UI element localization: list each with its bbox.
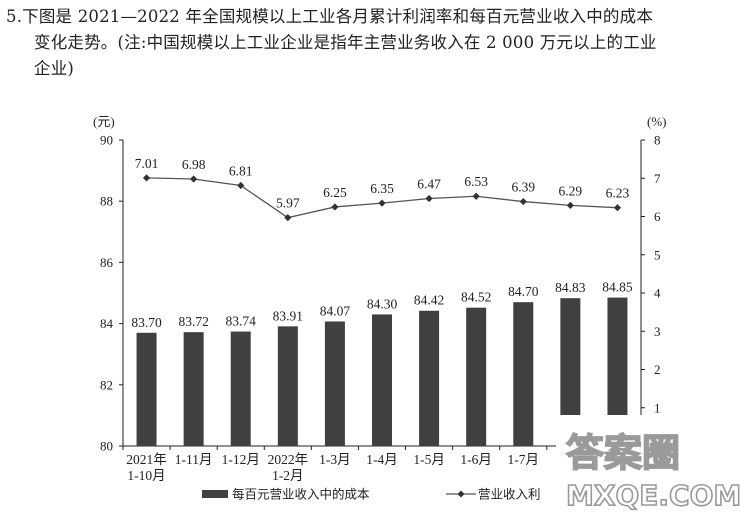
margin-point: [237, 181, 245, 190]
left-axis-tick-label: 86: [100, 255, 114, 270]
question-line-2: 变化走势。(注:中国规模以上工业企业是指年主营业务收入在 2 000 万元以上的…: [34, 33, 657, 52]
legend-line-label: 营业收入利: [478, 487, 541, 502]
watermark-domain-text: MXQE.COM: [566, 479, 740, 512]
x-axis-category-label: 1-10月: [127, 468, 165, 483]
right-axis-tick-label: 3: [654, 324, 661, 339]
margin-label: 6.47: [417, 177, 441, 192]
right-axis-tick-label: 2: [654, 362, 661, 377]
watermark-logo: 答案圈 MXQE.COM: [556, 415, 740, 517]
cost-bar-label: 84.70: [508, 284, 539, 299]
margin-label: 5.97: [276, 196, 300, 211]
right-axis-tick-label: 4: [654, 286, 661, 301]
cost-bar-label: 83.72: [178, 314, 208, 329]
x-axis-category-label: 1-7月: [508, 452, 540, 467]
right-axis-tick-label: 7: [654, 171, 661, 186]
right-axis-tick-label: 6: [654, 209, 661, 224]
cost-bar: [183, 332, 204, 446]
margin-point: [190, 175, 198, 183]
cost-bar: [230, 331, 251, 446]
cost-bar-label: 83.74: [226, 314, 257, 329]
cost-bar: [277, 326, 298, 446]
legend-bar-swatch: [202, 490, 228, 498]
chart-legend: 每百元营业收入中的成本 营业收入利: [202, 487, 541, 502]
margin-label: 7.01: [135, 156, 159, 171]
bar-series: 83.70 83.72 83.74 83.91 84.07 84.30 84.42 84.52…: [131, 280, 633, 446]
right-axis-tick-label: 5: [654, 247, 661, 262]
right-axis-tick-label: 8: [654, 133, 661, 148]
margin-label: 6.29: [559, 183, 583, 198]
margin-label: 6.53: [464, 174, 488, 189]
cost-bar: [560, 298, 581, 446]
margin-label: 6.98: [182, 157, 206, 172]
x-axis-category-label: 2022年: [268, 452, 309, 467]
line-series: 7.01 6.98 6.81 5.97 6.25 6.35 6.47 6.53 6.39 6.29…: [135, 156, 630, 222]
cost-bar-label: 84.30: [367, 296, 398, 311]
right-axis-tick-label: 1: [654, 400, 661, 415]
margin-label: 6.25: [323, 185, 347, 200]
left-axis-tick-label: 88: [100, 194, 113, 209]
margin-point: [519, 197, 527, 206]
legend-line-marker: [457, 490, 465, 498]
cost-bar: [372, 314, 392, 446]
question-line-1: 5.下图是 2021—2022 年全国规模以上工业各月累计利润率和每百元营业收入…: [6, 7, 654, 26]
cost-bar: [324, 321, 345, 446]
margin-label: 6.39: [511, 180, 535, 195]
cost-bar-label: 83.70: [131, 315, 162, 330]
x-axis-category-label: 1-2月: [272, 468, 304, 483]
cost-bar: [513, 302, 534, 446]
margin-point: [425, 194, 433, 203]
legend-bar-label: 每百元营业收入中的成本: [232, 487, 370, 502]
cost-bar-label: 84.85: [602, 280, 633, 295]
question-line-3: 企业): [34, 59, 75, 78]
left-axis-tick-label: 80: [100, 439, 113, 454]
margin-point: [472, 192, 480, 200]
left-axis-tick-label: 84: [100, 316, 114, 331]
x-axis-category-label: 1-4月: [366, 452, 398, 467]
x-axis-category-label: 1-3月: [319, 452, 351, 467]
cost-bar: [136, 332, 157, 446]
cost-bar-label: 84.83: [555, 280, 586, 295]
left-axis-unit: (元): [93, 114, 115, 129]
watermark-chinese-text: 答案圈: [566, 431, 680, 475]
left-axis-tick-label: 90: [100, 133, 113, 148]
margin-point: [378, 199, 386, 207]
margin-point: [284, 214, 292, 222]
cost-bar: [607, 297, 628, 446]
cost-bar: [419, 310, 440, 446]
margin-point: [331, 203, 339, 211]
margin-label: 6.35: [370, 181, 394, 196]
x-axis-category-label: 2021年: [126, 452, 167, 467]
cost-bar-label: 84.07: [320, 303, 351, 318]
x-axis-category-label: 1-5月: [413, 452, 445, 467]
margin-label: 6.81: [229, 164, 253, 179]
cost-bar: [466, 307, 487, 446]
x-axis-category-label: 1-12月: [222, 452, 260, 467]
margin-label: 6.23: [606, 186, 630, 201]
x-axis-category-label: 1-6月: [460, 452, 492, 467]
x-axis-category-label: 1-11月: [175, 452, 213, 467]
margin-point: [142, 174, 151, 182]
question-text: 5.下图是 2021—2022 年全国规模以上工业各月累计利润率和每百元营业收入…: [6, 4, 734, 82]
watermark-background: [556, 415, 740, 517]
cost-bar-label: 84.42: [414, 293, 444, 308]
left-axis-tick-label: 82: [100, 377, 113, 392]
cost-bar-label: 84.52: [461, 290, 491, 305]
right-axis-unit: (%): [647, 114, 667, 129]
cost-bar-label: 83.91: [273, 308, 303, 323]
margin-point: [613, 204, 622, 212]
margin-point: [566, 201, 574, 210]
